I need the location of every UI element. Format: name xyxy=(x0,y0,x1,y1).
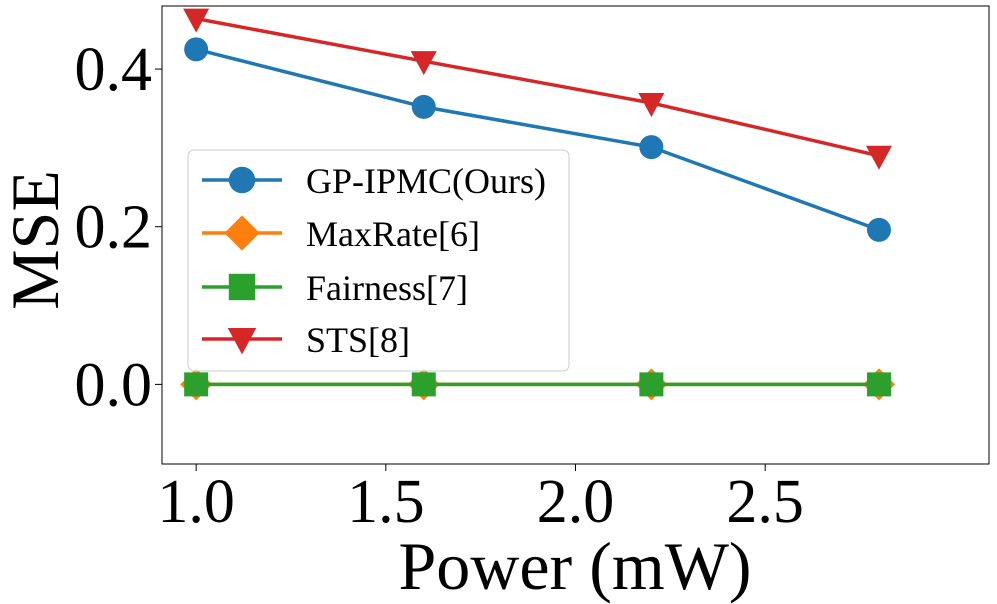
y-tick-label: 0.4 xyxy=(75,36,153,104)
legend-marker xyxy=(228,273,256,301)
x-tick-label: 1.5 xyxy=(347,468,425,536)
series-layer xyxy=(180,8,895,401)
x-tick-label: 2.5 xyxy=(726,468,804,536)
legend-box xyxy=(187,149,570,372)
data-point xyxy=(183,8,210,33)
legend: GP-IPMC(Ours) MaxRate[6] Fairness[7] STS[8] xyxy=(187,149,570,372)
y-axis-title: MSE xyxy=(0,170,73,310)
data-point xyxy=(866,217,891,242)
legend-label: Fairness[7] xyxy=(306,268,468,308)
data-point xyxy=(184,372,209,397)
legend-entry: Fairness[7] xyxy=(202,268,468,308)
series-line xyxy=(195,16,880,158)
series-4 xyxy=(183,8,892,170)
data-point xyxy=(638,92,665,117)
legend-entry: MaxRate[6] xyxy=(202,214,480,254)
legend-entry: GP-IPMC(Ours) xyxy=(202,161,546,201)
y-tick-label: 0.0 xyxy=(75,351,153,419)
x-axis-title: Power (mW) xyxy=(398,528,751,604)
legend-label: MaxRate[6] xyxy=(306,214,480,254)
series-1 xyxy=(184,37,891,242)
series-line xyxy=(195,47,880,232)
data-point xyxy=(639,135,664,160)
legend-marker xyxy=(224,215,260,251)
legend-entry: STS[8] xyxy=(202,320,410,360)
legend-label: GP-IPMC(Ours) xyxy=(306,161,546,201)
data-point xyxy=(410,51,437,76)
data-point xyxy=(184,37,209,62)
legend-marker xyxy=(227,328,257,355)
x-tick-label: 1.0 xyxy=(157,468,235,536)
data-point xyxy=(411,94,436,119)
legend-label: STS[8] xyxy=(306,320,410,360)
series-3 xyxy=(184,372,891,397)
data-point xyxy=(866,372,891,397)
y-tick-label: 0.2 xyxy=(75,194,153,262)
x-tick-label: 2.0 xyxy=(537,468,615,536)
legend-marker xyxy=(228,166,256,194)
y-axis: 0.0 0.2 0.4 xyxy=(75,36,162,419)
data-point xyxy=(411,372,436,397)
x-axis: 1.0 1.5 2.0 2.5 xyxy=(157,464,804,536)
data-point xyxy=(865,145,892,170)
data-point xyxy=(639,372,664,397)
